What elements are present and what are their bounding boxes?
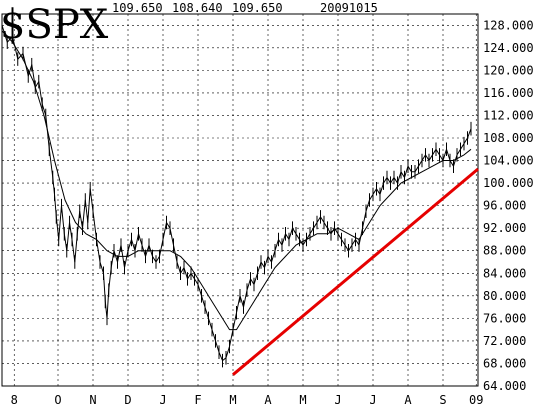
grid-lines — [2, 14, 478, 387]
y-tick-label: 104.000 — [483, 154, 534, 168]
header-value-2: 108.640 — [172, 1, 223, 15]
x-tick-label: F — [194, 393, 201, 407]
header-value-3: 109.650 — [232, 1, 283, 15]
x-tick-label: N — [89, 393, 96, 407]
y-axis-ticks: 64.000 68.000 72.000 76.000 80.000 84.000 88.0… — [483, 18, 534, 393]
x-tick-label: D — [124, 393, 131, 407]
x-tick-label: J — [159, 393, 166, 407]
x-tick-label: O — [54, 393, 61, 407]
y-tick-label: 108.000 — [483, 131, 534, 145]
x-axis-ticks: 8 O N D J F M A M J J A S 09 — [11, 393, 484, 407]
y-tick-label: 92.000 — [483, 221, 526, 235]
x-tick-label: S — [439, 393, 446, 407]
x-tick-label: M — [299, 393, 306, 407]
series-lines — [1, 18, 479, 376]
y-tick-label: 72.000 — [483, 334, 526, 348]
x-tick-label: J — [369, 393, 376, 407]
y-tick-label: 88.000 — [483, 244, 526, 258]
y-tick-label: 68.000 — [483, 356, 526, 370]
x-tick-label: A — [264, 393, 272, 407]
y-tick-label: 128.000 — [483, 18, 534, 32]
x-tick-label: M — [229, 393, 236, 407]
y-tick-label: 120.000 — [483, 63, 534, 77]
y-tick-label: 112.000 — [483, 108, 534, 122]
moving-average-line — [1, 30, 472, 331]
header-date: 20091015 — [320, 1, 378, 15]
x-tick-label: A — [404, 393, 412, 407]
y-tick-label: 76.000 — [483, 311, 526, 325]
x-tick-label: 09 — [469, 393, 483, 407]
y-tick-label: 96.000 — [483, 199, 526, 213]
plot-frame — [1, 13, 479, 387]
y-tick-label: 100.000 — [483, 176, 534, 190]
y-tick-label: 64.000 — [483, 379, 526, 393]
y-tick-label: 84.000 — [483, 266, 526, 280]
x-tick-label: J — [334, 393, 341, 407]
y-tick-label: 80.000 — [483, 289, 526, 303]
y-tick-label: 116.000 — [483, 86, 534, 100]
x-tick-label: 8 — [11, 393, 18, 407]
y-tick-label: 124.000 — [483, 41, 534, 55]
trendline-line — [232, 167, 479, 376]
header-value-1: 109.650 — [112, 1, 163, 15]
